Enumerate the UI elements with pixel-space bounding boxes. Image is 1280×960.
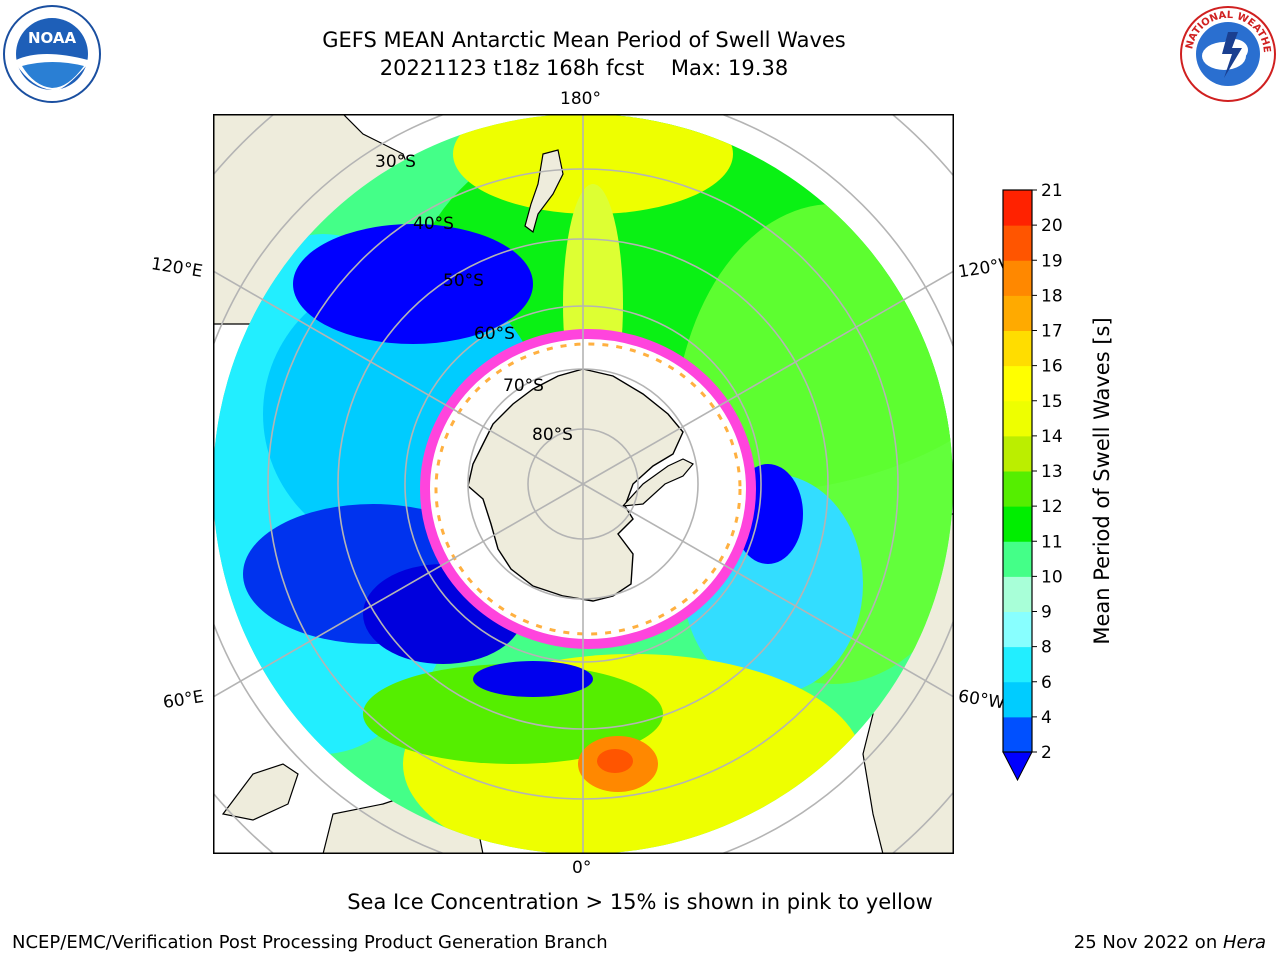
colorbar-swatch <box>1003 576 1032 612</box>
map-border <box>213 114 954 854</box>
colorbar-swatch <box>1003 260 1032 296</box>
colorbar-tick-label: 15 <box>1041 392 1063 412</box>
colorbar-tick-label: 12 <box>1041 497 1063 517</box>
map-title: GEFS MEAN Antarctic Mean Period of Swell… <box>322 28 846 52</box>
land-antarctic-peninsula <box>621 458 694 507</box>
colorbar-swatch <box>1003 611 1032 648</box>
colorbar: 2 4 6 8 9 10 11 12 13 14 15 16 17 18 19 20 21 Mean Period… <box>990 180 1120 800</box>
colorbar-swatch <box>1003 400 1032 437</box>
map-subtitle: 20221123 t18z 168h fcst Max: 19.38 <box>379 56 789 80</box>
noaa-logo-text: NOAA <box>28 29 77 47</box>
colorbar-tick-label: 11 <box>1041 532 1063 552</box>
footer-date-text: 25 Nov 2022 on <box>1073 932 1223 953</box>
colorbar-swatch <box>1003 435 1032 472</box>
sea-ice-inner-edge <box>434 342 742 636</box>
swell-blue-weddell <box>473 661 593 697</box>
lat-label-30s: 30°S <box>375 152 416 172</box>
lat-label-70s: 70°S <box>503 376 544 396</box>
swell-atlantic-green <box>363 664 663 764</box>
land-madagascar <box>221 763 299 821</box>
lat-label-60s: 60°S <box>474 324 515 344</box>
colorbar-under-arrow <box>1002 751 1033 782</box>
lon-label-180: 180° <box>560 89 601 109</box>
colorbar-tick-label: 2 <box>1041 743 1052 763</box>
colorbar-tick-label: 4 <box>1041 708 1052 728</box>
colorbar-tick-label: 9 <box>1041 603 1052 623</box>
colorbar-tick-label: 21 <box>1041 181 1063 201</box>
polar-map: 30°S 40°S 50°S 60°S 70°S 80°S <box>213 114 954 854</box>
colorbar-tick-label: 13 <box>1041 462 1063 482</box>
footer-credit: NCEP/EMC/Verification Post Processing Pr… <box>12 932 608 953</box>
lon-label-60e: 60°E <box>161 686 206 714</box>
colorbar-swatch <box>1003 471 1032 507</box>
colorbar-swatch <box>1003 295 1032 331</box>
sea-ice-caption: Sea Ice Concentration > 15% is shown in … <box>347 890 933 914</box>
colorbar-label: Mean Period of Swell Waves [s] <box>1090 317 1114 644</box>
colorbar-swatch <box>1003 716 1032 753</box>
nws-logo: NATIONAL WEATHER SERVICE <box>1174 0 1278 104</box>
swell-atlantic-red <box>597 749 633 773</box>
lon-label-0: 0° <box>572 858 592 878</box>
colorbar-tick-label: 14 <box>1041 427 1063 447</box>
colorbar-tick-label: 19 <box>1041 251 1063 271</box>
colorbar-swatch <box>1003 541 1032 577</box>
swell-blue-tasman <box>293 224 533 344</box>
colorbar-tick-label: 18 <box>1041 286 1063 306</box>
lat-label-40s: 40°S <box>413 214 454 234</box>
colorbar-swatch <box>1003 681 1032 718</box>
lat-label-80s: 80°S <box>532 425 573 445</box>
lat-label-50s: 50°S <box>443 271 484 291</box>
colorbar-tick-label: 8 <box>1041 638 1052 658</box>
colorbar-tick-label: 17 <box>1041 322 1063 342</box>
colorbar-tick-label: 10 <box>1041 567 1063 587</box>
footer-date: 25 Nov 2022 on Hera <box>1074 932 1266 953</box>
colorbar-swatch <box>1003 646 1032 683</box>
noaa-logo: NOAA <box>2 4 102 104</box>
swell-yellow-north <box>453 114 733 214</box>
colorbar-swatch <box>1003 506 1032 542</box>
colorbar-swatch <box>1003 365 1032 402</box>
colorbar-swatch <box>1003 330 1032 367</box>
colorbar-tick-label: 20 <box>1041 216 1063 236</box>
lon-label-120e: 120°E <box>149 254 204 282</box>
land-antarctica <box>467 368 684 602</box>
colorbar-tick-label: 16 <box>1041 357 1063 377</box>
colorbar-swatch <box>1003 225 1032 261</box>
colorbar-tick-label: 6 <box>1041 673 1052 693</box>
colorbar-swatch <box>1003 190 1032 226</box>
footer-machine: Hera <box>1222 932 1266 953</box>
graticule <box>213 114 954 854</box>
